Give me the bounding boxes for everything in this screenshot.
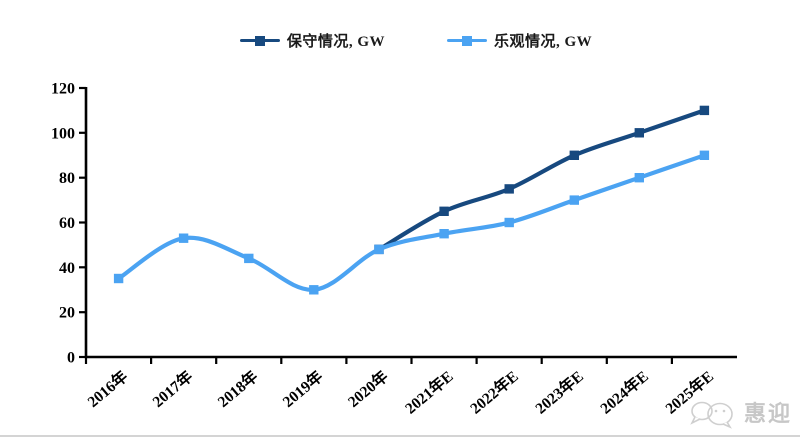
x-tick-label: 2016年: [83, 366, 131, 411]
series-marker-0: [504, 184, 514, 194]
series-marker-1: [504, 217, 514, 228]
series-marker-1: [569, 195, 579, 205]
series-marker-1: [113, 273, 124, 284]
y-tick-label: 120: [51, 81, 75, 98]
legend-label-optimistic: 乐观情况, GW: [494, 33, 593, 50]
x-tick-label: 2023年E: [531, 367, 587, 418]
series-marker-0: [699, 105, 710, 116]
series-marker-0: [634, 128, 644, 138]
y-tick-label: 60: [59, 215, 75, 232]
legend-label-conservative: 保守情况, GW: [286, 33, 385, 50]
series-marker-1: [699, 150, 710, 160]
legend-item-optimistic: 乐观情况, GW: [447, 30, 592, 51]
series-marker-1: [178, 233, 189, 243]
x-tick-label: 2020年: [344, 366, 392, 411]
conservative-series-swatch-icon: [239, 35, 280, 46]
chart-legend: 保守情况, GW 乐观情况, GW: [16, 28, 800, 52]
series-marker-1: [374, 244, 384, 255]
watermark-text: 惠迎: [743, 401, 792, 426]
chat-bubbles-icon: [690, 401, 733, 429]
series-marker-1: [634, 173, 644, 183]
watermark: 惠迎: [689, 397, 792, 431]
series-line-1: [116, 153, 707, 292]
y-tick-label: 20: [59, 305, 75, 322]
x-tick-label: 2022年E: [466, 367, 522, 418]
series-marker-1: [439, 229, 449, 239]
series-marker-1: [309, 285, 319, 295]
y-tick-label: 0: [67, 350, 75, 367]
x-tick-label: 2018年: [214, 366, 262, 411]
bottom-divider: [0, 435, 800, 437]
legend-item-conservative: 保守情况, GW: [239, 30, 385, 51]
x-tick-label: 2019年: [279, 366, 327, 411]
series-line-0: [376, 108, 707, 252]
axis-lines: [84, 87, 737, 359]
series-marker-1: [244, 253, 254, 264]
y-tick-label: 100: [51, 125, 75, 142]
x-tick-label: 2021年E: [401, 367, 457, 418]
y-tick-label: 40: [59, 260, 75, 277]
y-tick-label: 80: [59, 170, 75, 187]
series-marker-0: [569, 150, 579, 160]
x-tick-label: 2017年: [148, 366, 196, 411]
optimistic-series-swatch-icon: [447, 35, 487, 46]
series-marker-0: [439, 206, 449, 216]
x-tick-label: 2024年E: [596, 367, 652, 418]
